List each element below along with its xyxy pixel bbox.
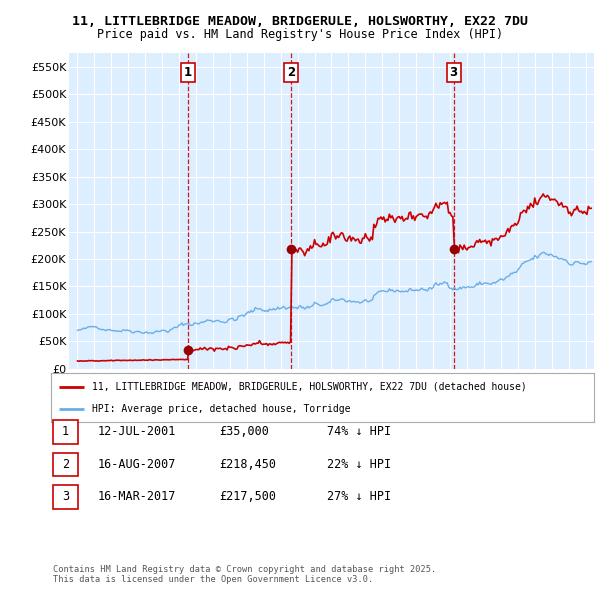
Text: Price paid vs. HM Land Registry's House Price Index (HPI): Price paid vs. HM Land Registry's House … [97, 28, 503, 41]
Text: £35,000: £35,000 [219, 425, 269, 438]
Text: Contains HM Land Registry data © Crown copyright and database right 2025.
This d: Contains HM Land Registry data © Crown c… [53, 565, 436, 584]
Text: HPI: Average price, detached house, Torridge: HPI: Average price, detached house, Torr… [92, 404, 350, 414]
Text: 22% ↓ HPI: 22% ↓ HPI [327, 458, 391, 471]
Text: 27% ↓ HPI: 27% ↓ HPI [327, 490, 391, 503]
Text: £218,450: £218,450 [219, 458, 276, 471]
Text: 2: 2 [287, 65, 295, 78]
Text: 74% ↓ HPI: 74% ↓ HPI [327, 425, 391, 438]
Text: 16-AUG-2007: 16-AUG-2007 [97, 458, 176, 471]
Text: 1: 1 [62, 425, 69, 438]
Text: 11, LITTLEBRIDGE MEADOW, BRIDGERULE, HOLSWORTHY, EX22 7DU (detached house): 11, LITTLEBRIDGE MEADOW, BRIDGERULE, HOL… [92, 382, 526, 392]
Text: 11, LITTLEBRIDGE MEADOW, BRIDGERULE, HOLSWORTHY, EX22 7DU: 11, LITTLEBRIDGE MEADOW, BRIDGERULE, HOL… [72, 15, 528, 28]
Text: £217,500: £217,500 [219, 490, 276, 503]
Text: 16-MAR-2017: 16-MAR-2017 [97, 490, 176, 503]
Text: 1: 1 [184, 65, 192, 78]
Text: 2: 2 [62, 458, 69, 471]
Text: 3: 3 [62, 490, 69, 503]
Text: 3: 3 [449, 65, 458, 78]
Text: 12-JUL-2001: 12-JUL-2001 [97, 425, 176, 438]
